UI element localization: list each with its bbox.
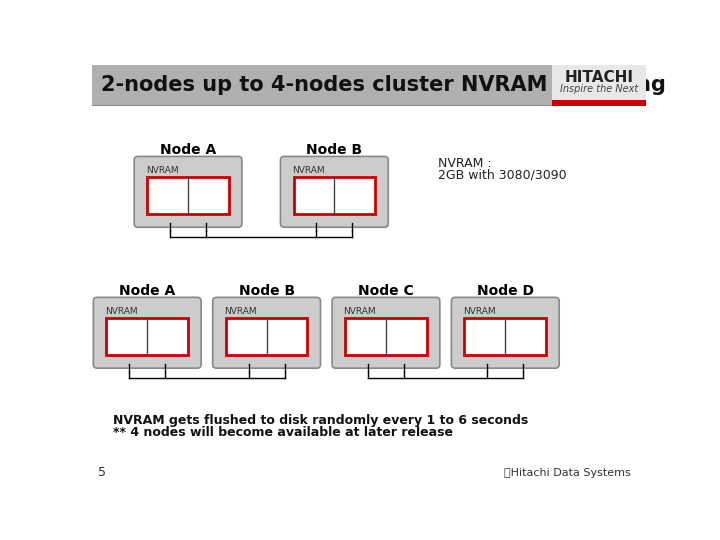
Text: Node A: Node A [160,143,216,157]
Text: 5: 5 [98,467,106,480]
FancyBboxPatch shape [332,298,440,368]
FancyBboxPatch shape [281,157,388,227]
FancyBboxPatch shape [212,298,320,368]
FancyBboxPatch shape [94,298,201,368]
Text: NVRAM: NVRAM [463,307,495,316]
Text: Node D: Node D [477,284,534,298]
Bar [464,318,546,355]
Text: NVRAM: NVRAM [224,307,257,316]
Bar [92,105,647,106]
Bar [552,65,647,105]
Text: Node A: Node A [119,284,176,298]
Bar [345,318,427,355]
Text: NVRAM: NVRAM [343,307,377,316]
Bar [148,177,229,214]
Text: ** 4 nodes will become available at later release: ** 4 nodes will become available at late… [113,426,454,438]
Text: Inspire the Next: Inspire the Next [560,84,639,94]
Text: Node C: Node C [358,284,414,298]
FancyBboxPatch shape [451,298,559,368]
Text: Node B: Node B [238,284,294,298]
Bar [294,177,375,214]
Text: 2GB with 3080/3090: 2GB with 3080/3090 [438,168,567,182]
Text: NVRAM: NVRAM [292,166,325,175]
Text: Node B: Node B [306,143,362,157]
Bar [107,318,188,355]
Text: HITACHI: HITACHI [564,70,634,85]
Text: ⓈHitachi Data Systems: ⓈHitachi Data Systems [504,468,631,478]
Bar [552,100,647,106]
Text: NVRAM: NVRAM [145,166,179,175]
Text: NVRAM :: NVRAM : [438,157,492,170]
Text: 2-nodes up to 4-nodes cluster NVRAM mirroring: 2-nodes up to 4-nodes cluster NVRAM mirr… [101,75,666,95]
Text: NVRAM gets flushed to disk randomly every 1 to 6 seconds: NVRAM gets flushed to disk randomly ever… [113,414,528,427]
Text: NVRAM: NVRAM [105,307,138,316]
Bar [226,318,307,355]
FancyBboxPatch shape [134,157,242,227]
Bar [92,65,647,105]
